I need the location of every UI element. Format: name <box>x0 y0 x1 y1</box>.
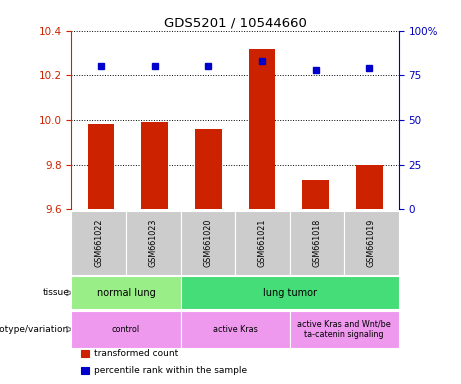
Text: GSM661020: GSM661020 <box>203 219 213 267</box>
Text: GSM661018: GSM661018 <box>313 219 321 267</box>
Text: active Kras and Wnt/be
ta-catenin signaling: active Kras and Wnt/be ta-catenin signal… <box>297 319 391 339</box>
Text: GSM661019: GSM661019 <box>367 219 376 267</box>
Text: genotype/variation: genotype/variation <box>0 325 69 334</box>
Text: tissue: tissue <box>42 288 69 297</box>
Title: GDS5201 / 10544660: GDS5201 / 10544660 <box>164 17 307 30</box>
Text: control: control <box>112 325 140 334</box>
Text: normal lung: normal lung <box>97 288 155 298</box>
Bar <box>195 129 222 209</box>
Text: active Kras: active Kras <box>213 325 258 334</box>
Text: transformed count: transformed count <box>94 349 178 358</box>
Text: GSM661023: GSM661023 <box>149 219 158 267</box>
Bar <box>88 124 114 209</box>
Text: lung tumor: lung tumor <box>263 288 317 298</box>
Bar <box>356 165 383 209</box>
Bar <box>141 122 168 209</box>
Bar <box>248 48 275 209</box>
Bar <box>302 180 329 209</box>
Text: GSM661022: GSM661022 <box>94 218 103 267</box>
Text: GSM661021: GSM661021 <box>258 219 267 267</box>
Text: percentile rank within the sample: percentile rank within the sample <box>94 366 247 375</box>
